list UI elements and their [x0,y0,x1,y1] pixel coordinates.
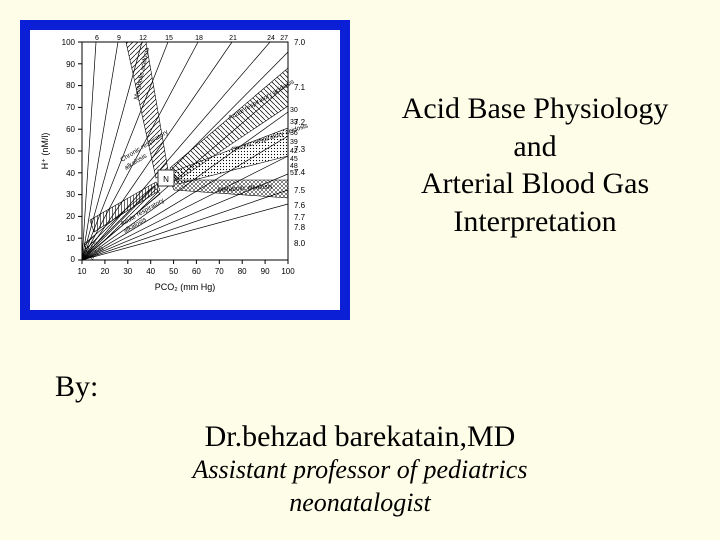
svg-text:90: 90 [66,60,75,69]
svg-text:7.6: 7.6 [294,201,306,210]
title-line: Acid Base Physiology [360,90,710,128]
svg-text:48: 48 [290,163,298,170]
svg-text:70: 70 [66,103,75,112]
svg-text:20: 20 [66,212,75,221]
by-label: By: [55,370,98,404]
svg-text:42: 42 [290,148,298,155]
svg-text:15: 15 [165,35,173,42]
svg-text:N: N [163,175,169,184]
svg-text:60: 60 [192,267,201,276]
svg-text:7.0: 7.0 [294,38,306,47]
svg-text:12: 12 [139,35,147,42]
svg-text:7.7: 7.7 [294,213,306,222]
svg-text:90: 90 [261,267,270,276]
svg-text:80: 80 [238,267,247,276]
svg-text:27: 27 [280,35,288,42]
svg-text:40: 40 [146,267,155,276]
svg-text:39: 39 [290,139,298,146]
svg-text:30: 30 [123,267,132,276]
svg-text:10: 10 [66,234,75,243]
svg-text:7.5: 7.5 [294,186,306,195]
svg-text:7.8: 7.8 [294,223,306,232]
svg-text:60: 60 [66,125,75,134]
svg-text:80: 80 [66,81,75,90]
acid-base-nomogram: 10 20 30 40 50 60 70 80 90 100 [30,30,340,310]
svg-text:8.0: 8.0 [294,239,306,248]
chart-panel: 10 20 30 40 50 60 70 80 90 100 [30,30,340,310]
svg-text:45: 45 [290,156,298,163]
svg-text:51: 51 [290,170,298,177]
svg-text:70: 70 [215,267,224,276]
svg-text:7.1: 7.1 [294,83,306,92]
page-title: Acid Base Physiology and Arterial Blood … [360,90,710,240]
svg-text:18: 18 [195,35,203,42]
title-line: Arterial Blood Gas [360,165,710,203]
svg-text:H⁺ (nM/l): H⁺ (nM/l) [40,133,50,170]
svg-text:6: 6 [95,35,99,42]
svg-text:21: 21 [229,35,237,42]
svg-text:24: 24 [267,35,275,42]
title-line: and [360,128,710,166]
svg-text:0: 0 [71,255,76,264]
svg-text:9: 9 [117,35,121,42]
svg-text:30: 30 [290,107,298,114]
author-name: Dr.behzad barekatain,MD [0,420,720,454]
svg-text:100: 100 [62,38,76,47]
svg-text:20: 20 [100,267,109,276]
svg-text:100: 100 [281,267,295,276]
svg-text:PCO₂ (mm Hg): PCO₂ (mm Hg) [155,282,216,292]
author-role-2: neonatalogist [0,487,720,520]
author-block: Dr.behzad barekatain,MD Assistant profes… [0,420,720,519]
svg-text:40: 40 [66,169,75,178]
author-role-1: Assistant professor of pediatrics [0,454,720,487]
chart-frame: 10 20 30 40 50 60 70 80 90 100 [20,20,350,320]
svg-text:10: 10 [78,267,87,276]
svg-text:50: 50 [169,267,178,276]
title-line: Interpretation [360,203,710,241]
svg-text:30: 30 [66,190,75,199]
svg-text:50: 50 [66,147,75,156]
